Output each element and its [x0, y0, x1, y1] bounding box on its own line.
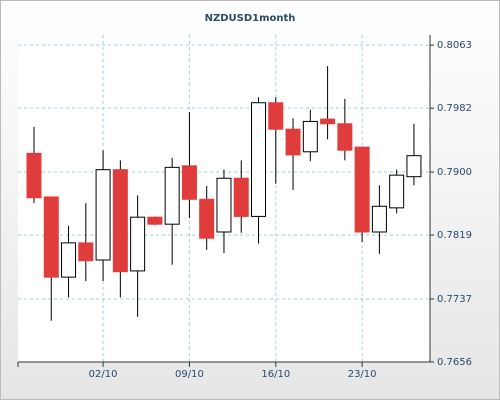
candle-body [406, 155, 422, 178]
candle-body [95, 169, 111, 261]
candle-body [337, 123, 353, 151]
y-tick-label: 0.8063 [437, 40, 472, 51]
candle-body [320, 118, 336, 125]
candle-body [389, 174, 405, 209]
candle-body [61, 242, 77, 278]
candle-body [181, 165, 197, 200]
y-tick-label: 0.7982 [437, 103, 472, 114]
candle-body [78, 242, 94, 262]
candle-body [268, 102, 284, 130]
y-tick-label: 0.7656 [437, 357, 472, 368]
x-tick-label: 23/10 [348, 369, 377, 380]
chart-title: NZDUSD1month [205, 13, 296, 24]
candle-body [251, 102, 267, 217]
candle-body [43, 196, 59, 278]
candle-body [26, 152, 42, 199]
candle-body [216, 177, 232, 233]
candle-body [199, 198, 215, 239]
y-tick-label: 0.7819 [437, 230, 472, 241]
x-tick-label: 16/10 [261, 369, 290, 380]
candle-body [285, 128, 301, 156]
candle-body [233, 177, 249, 217]
candle-body [371, 205, 387, 233]
x-tick-label: 09/10 [175, 369, 204, 380]
candle-body [164, 166, 180, 225]
y-tick-label: 0.7900 [437, 167, 472, 178]
candle-body [147, 216, 163, 225]
candle-body [302, 120, 318, 153]
candle-body [354, 146, 370, 233]
candle-body [112, 169, 128, 273]
x-tick-label: 02/10 [89, 369, 118, 380]
candle-body [130, 216, 146, 272]
y-tick-label: 0.7737 [437, 294, 472, 305]
